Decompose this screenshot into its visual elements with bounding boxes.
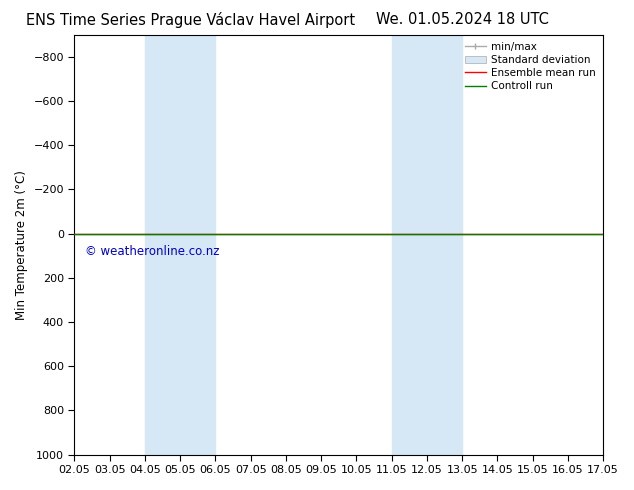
Text: We. 01.05.2024 18 UTC: We. 01.05.2024 18 UTC [377,12,549,27]
Bar [392,35,462,455]
Text: ENS Time Series Prague Václav Havel Airport: ENS Time Series Prague Václav Havel Airp… [25,12,355,28]
Legend: min/max, Standard deviation, Ensemble mean run, Controll run: min/max, Standard deviation, Ensemble me… [461,38,600,96]
Text: © weatheronline.co.nz: © weatheronline.co.nz [85,245,219,258]
Y-axis label: Min Temperature 2m (°C): Min Temperature 2m (°C) [15,170,28,319]
Bar [145,35,216,455]
